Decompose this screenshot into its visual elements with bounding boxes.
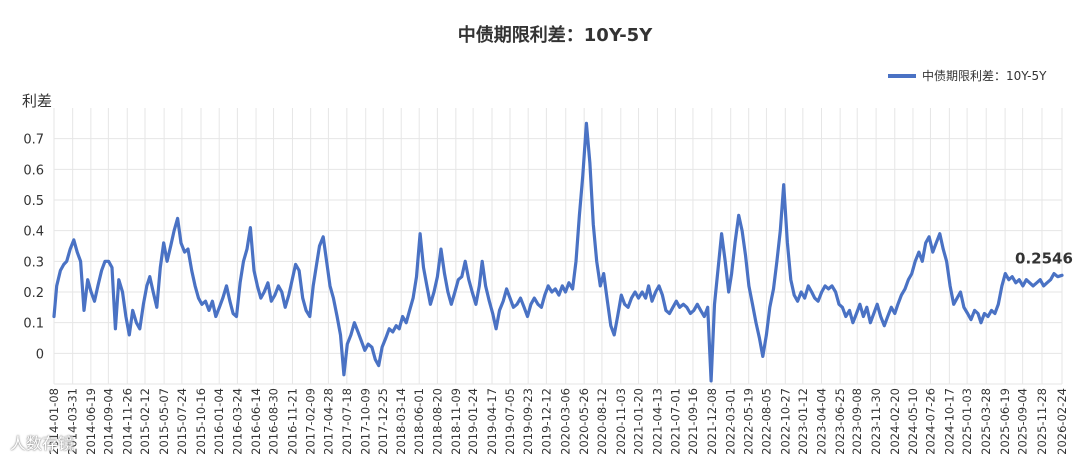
- x-tick-label: 2024-07-26: [923, 388, 937, 455]
- x-tick-label: 2014-01-08: [47, 388, 61, 455]
- x-tick-label: 2023-04-04: [814, 388, 828, 455]
- x-tick-label: 2022-05-19: [742, 388, 756, 455]
- series-layer: [52, 121, 1064, 383]
- x-tick-label: 2025-11-28: [1035, 388, 1049, 455]
- x-tick-label: 2016-08-30: [267, 388, 281, 455]
- y-tick-label: 0.1: [23, 317, 44, 332]
- x-tick-label: 2023-09-08: [850, 388, 864, 455]
- x-tick-label: 2014-09-04: [101, 388, 115, 455]
- y-tick-label: 0.7: [23, 133, 44, 148]
- grid-lines: [53, 108, 1063, 385]
- x-tick-label: 2025-09-04: [1016, 388, 1030, 455]
- y-tick-label: 0.4: [23, 225, 44, 240]
- x-axis-ticks: 2014-01-08 2014-03-31 2014-06-19 2014-09-04…: [47, 388, 1069, 455]
- y-tick-label: 0.6: [23, 163, 44, 178]
- legend-label: 中债期限利差：10Y-5Y: [922, 68, 1047, 83]
- x-tick-label: 2022-08-05: [759, 388, 773, 455]
- x-tick-label: 2014-06-19: [84, 388, 98, 455]
- y-tick-label: 0: [36, 347, 44, 362]
- y-axis-label: 利差: [22, 92, 52, 110]
- watermark: 人数存镜: [10, 434, 75, 453]
- x-tick-label: 2021-04-13: [650, 388, 664, 455]
- x-tick-label: 2015-07-24: [175, 388, 189, 455]
- x-tick-label: 2017-10-09: [359, 388, 373, 455]
- x-tick-label: 2018-08-20: [430, 388, 444, 455]
- x-tick-label: 2025-03-28: [979, 388, 993, 455]
- x-tick-label: 2015-05-07: [157, 388, 171, 455]
- x-tick-label: 2024-02-20: [888, 388, 902, 455]
- x-tick-label: 2020-08-12: [595, 388, 609, 455]
- x-tick-label: 2019-09-23: [521, 388, 535, 455]
- x-tick-label: 2017-02-09: [304, 388, 318, 455]
- x-tick-label: 2024-10-17: [942, 388, 956, 455]
- x-tick-label: 2017-07-18: [340, 388, 354, 455]
- x-tick-label: 2023-11-30: [869, 388, 883, 455]
- data-label-last-value: 0.2546: [1015, 249, 1073, 267]
- x-tick-label: 2021-12-08: [705, 388, 719, 455]
- x-tick-label: 2020-03-06: [559, 388, 573, 455]
- x-tick-label: 2014-03-31: [66, 388, 80, 455]
- x-tick-label: 2022-10-27: [778, 388, 792, 455]
- x-tick-label: 2023-06-25: [833, 388, 847, 455]
- x-tick-label: 2020-05-26: [577, 388, 591, 455]
- legend: 中债期限利差：10Y-5Y: [888, 68, 1047, 83]
- chart-title: 中债期限利差：10Y-5Y: [458, 24, 653, 46]
- x-tick-label: 2021-01-20: [632, 388, 646, 455]
- x-tick-label: 2025-06-19: [998, 388, 1012, 455]
- x-tick-label: 2018-11-09: [449, 388, 463, 455]
- x-tick-label: 2019-07-05: [503, 388, 517, 455]
- x-tick-label: 2016-01-04: [212, 388, 226, 455]
- y-tick-label: 0.2: [23, 286, 44, 301]
- x-tick-label: 2021-07-01: [668, 388, 682, 455]
- x-tick-label: 2026-02-24: [1055, 388, 1069, 455]
- x-tick-label: 2015-10-16: [194, 388, 208, 455]
- x-tick-label: 2017-12-25: [376, 388, 390, 455]
- x-tick-label: 2017-04-28: [321, 388, 335, 455]
- x-tick-label: 2015-02-12: [138, 388, 152, 455]
- y-axis-ticks: 0.7 0.6 0.5 0.4 0.3 0.2 0.1 0: [23, 133, 44, 363]
- x-tick-label: 2018-03-14: [394, 388, 408, 455]
- series-line: [52, 121, 1064, 383]
- x-tick-label: 2014-11-26: [120, 388, 134, 455]
- x-tick-label: 2019-01-24: [466, 388, 480, 455]
- x-tick-label: 2025-01-03: [960, 388, 974, 455]
- x-tick-label: 2016-03-24: [230, 388, 244, 455]
- x-tick-label: 2016-06-14: [249, 388, 263, 455]
- x-tick-label: 2024-05-10: [906, 388, 920, 455]
- x-tick-label: 2021-09-16: [686, 388, 700, 455]
- x-tick-label: 2018-06-01: [412, 388, 426, 455]
- y-tick-label: 0.3: [23, 255, 44, 270]
- annotation-layer: 0.2546: [1015, 249, 1073, 267]
- x-tick-label: 2020-11-03: [614, 388, 628, 455]
- x-tick-label: 2023-01-12: [796, 388, 810, 455]
- x-tick-label: 2016-11-21: [285, 388, 299, 455]
- y-tick-label: 0.5: [23, 194, 44, 209]
- x-tick-label: 2019-12-12: [539, 388, 553, 455]
- x-tick-label: 2022-03-01: [724, 388, 738, 455]
- x-tick-label: 2019-04-17: [485, 388, 499, 455]
